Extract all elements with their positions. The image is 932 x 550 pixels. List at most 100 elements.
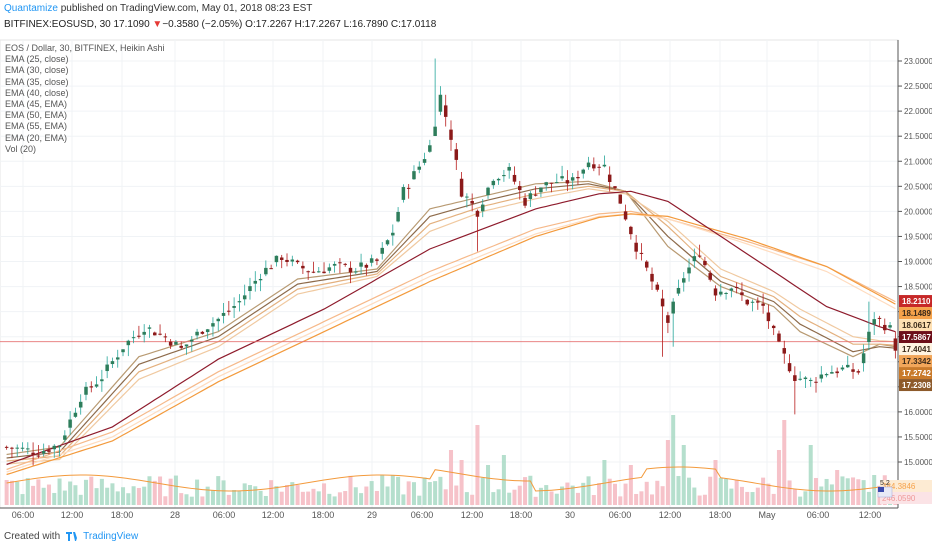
candle-body[interactable] xyxy=(438,94,443,112)
candle-body[interactable] xyxy=(644,261,649,268)
candle-body[interactable] xyxy=(269,268,273,270)
candle-body[interactable] xyxy=(174,341,178,345)
candle-body[interactable] xyxy=(708,273,712,280)
candle-body[interactable] xyxy=(666,315,670,323)
candle-body[interactable] xyxy=(761,303,765,306)
candle-body[interactable] xyxy=(359,262,363,267)
candle-body[interactable] xyxy=(883,324,887,331)
candle-body[interactable] xyxy=(629,226,633,235)
candle-body[interactable] xyxy=(364,264,369,268)
candle-body[interactable] xyxy=(195,331,199,336)
candle-body[interactable] xyxy=(121,349,125,353)
candle-body[interactable] xyxy=(533,194,538,196)
candle-body[interactable] xyxy=(856,371,861,373)
candle-body[interactable] xyxy=(237,301,242,303)
candle-body[interactable] xyxy=(470,200,474,204)
candle-body[interactable] xyxy=(84,386,88,395)
candle-body[interactable] xyxy=(131,337,136,339)
candle-body[interactable] xyxy=(322,271,326,274)
candle-body[interactable] xyxy=(766,312,771,322)
candle-body[interactable] xyxy=(491,180,496,186)
candle-body[interactable] xyxy=(391,232,395,236)
candle-body[interactable] xyxy=(100,379,104,382)
author-link[interactable]: Quantamize xyxy=(4,3,58,14)
candle-body[interactable] xyxy=(142,331,146,335)
candle-body[interactable] xyxy=(20,447,25,449)
candle-body[interactable] xyxy=(36,455,41,457)
candle-body[interactable] xyxy=(480,204,485,212)
candle-body[interactable] xyxy=(449,129,453,140)
candle-body[interactable] xyxy=(227,310,231,312)
candle-body[interactable] xyxy=(89,386,94,388)
candle-body[interactable] xyxy=(607,174,612,182)
legend-ema-25[interactable]: EMA (25, close) xyxy=(5,54,69,65)
candle-body[interactable] xyxy=(676,287,681,294)
candle-body[interactable] xyxy=(623,211,628,220)
candle-body[interactable] xyxy=(734,287,739,289)
candle-body[interactable] xyxy=(31,452,35,455)
candle-body[interactable] xyxy=(845,364,850,368)
candle-body[interactable] xyxy=(835,371,839,374)
candle-body[interactable] xyxy=(777,333,781,342)
candle-body[interactable] xyxy=(602,164,607,167)
candle-body[interactable] xyxy=(68,419,72,428)
candle-body[interactable] xyxy=(433,126,437,136)
candle-body[interactable] xyxy=(396,211,400,222)
candle-body[interactable] xyxy=(94,384,99,387)
candle-body[interactable] xyxy=(380,247,384,254)
candle-body[interactable] xyxy=(158,333,162,335)
candle-body[interactable] xyxy=(4,446,9,448)
candle-body[interactable] xyxy=(147,327,152,329)
candle-body[interactable] xyxy=(274,255,279,263)
candle-body[interactable] xyxy=(401,187,406,200)
candle-body[interactable] xyxy=(512,174,517,182)
candle-body[interactable] xyxy=(682,278,686,283)
candle-body[interactable] xyxy=(867,331,871,343)
candle-body[interactable] xyxy=(888,325,892,328)
candle-body[interactable] xyxy=(417,166,422,170)
candle-body[interactable] xyxy=(205,329,210,333)
candle-body[interactable] xyxy=(793,375,797,381)
candle-body[interactable] xyxy=(443,105,448,117)
candle-body[interactable] xyxy=(412,171,416,180)
candle-body[interactable] xyxy=(782,348,787,354)
candle-body[interactable] xyxy=(327,267,332,271)
candle-body[interactable] xyxy=(824,374,829,376)
candle-body[interactable] xyxy=(861,353,866,364)
candle-body[interactable] xyxy=(248,286,252,292)
candle-body[interactable] xyxy=(703,260,707,266)
candle-body[interactable] xyxy=(258,278,263,281)
candle-body[interactable] xyxy=(200,331,205,334)
candle-body[interactable] xyxy=(819,374,824,379)
candle-body[interactable] xyxy=(459,178,464,197)
candle-body[interactable] xyxy=(295,260,300,263)
candle-body[interactable] xyxy=(549,182,554,184)
legend-ema-30[interactable]: EMA (30, close) xyxy=(5,65,69,76)
candle-body[interactable] xyxy=(803,377,808,380)
candle-body[interactable] xyxy=(872,319,876,325)
candle-body[interactable] xyxy=(618,194,623,204)
candle-body[interactable] xyxy=(840,367,845,370)
candle-body[interactable] xyxy=(290,259,295,262)
candle-body[interactable] xyxy=(10,447,14,449)
candle-body[interactable] xyxy=(232,306,236,308)
candle-body[interactable] xyxy=(539,187,543,193)
candle-body[interactable] xyxy=(687,267,691,274)
candle-body[interactable] xyxy=(369,258,374,263)
candle-body[interactable] xyxy=(808,379,813,381)
candle-body[interactable] xyxy=(697,255,702,257)
candle-body[interactable] xyxy=(221,312,226,316)
candle-body[interactable] xyxy=(115,357,120,360)
candle-body[interactable] xyxy=(502,175,506,177)
candle-body[interactable] xyxy=(486,187,490,196)
candle-body[interactable] xyxy=(496,178,501,181)
candle-body[interactable] xyxy=(507,166,511,171)
candle-body[interactable] xyxy=(73,412,78,417)
candle-body[interactable] xyxy=(253,280,258,284)
candle-body[interactable] xyxy=(671,301,675,314)
candle-body[interactable] xyxy=(454,149,459,160)
candle-body[interactable] xyxy=(338,262,342,264)
candle-body[interactable] xyxy=(242,295,247,300)
legend-volume[interactable]: Vol (20) xyxy=(5,143,37,154)
